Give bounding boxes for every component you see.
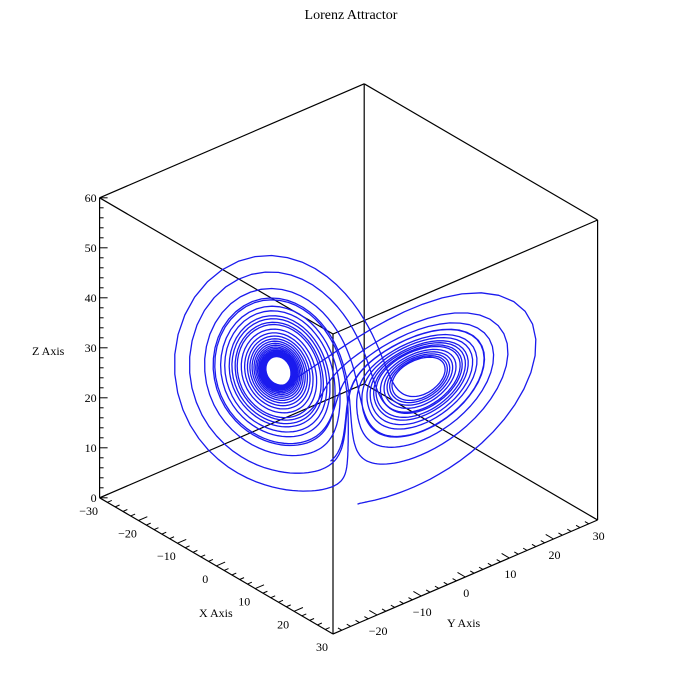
x-tick-mark xyxy=(293,607,304,612)
z-tick-label: 10 xyxy=(85,441,97,455)
y-tick-mark xyxy=(478,566,484,570)
z-axis: 0 10 20 30 40 50 60 xyxy=(85,191,108,505)
y-tick-mark xyxy=(545,534,554,540)
y-tick-mark xyxy=(434,585,440,589)
x-tick-mark xyxy=(309,618,315,621)
x-tick-mark xyxy=(107,499,112,503)
y-tick-mark xyxy=(566,528,572,532)
x-tick-mark xyxy=(114,504,120,508)
x-tick-mark xyxy=(208,559,214,562)
x-tick-mark xyxy=(239,577,245,580)
y-tick-label: 20 xyxy=(549,548,561,562)
x-tick-mark xyxy=(99,493,109,499)
x-tick-mark xyxy=(161,531,167,535)
y-tick-mark xyxy=(531,543,537,548)
x-tick-mark xyxy=(325,627,330,630)
z-tick-label: 30 xyxy=(85,341,97,355)
y-tick-mark xyxy=(425,589,431,593)
x-tick-mark xyxy=(216,561,226,567)
edge-bottom-back-right xyxy=(363,383,598,521)
y-tick-mark xyxy=(501,553,510,559)
x-tick-mark xyxy=(231,572,237,576)
y-tick-mark xyxy=(337,627,343,631)
y-tick-mark xyxy=(558,532,563,536)
x-tick-label: 30 xyxy=(316,640,328,654)
y-tick-label: 10 xyxy=(504,567,516,581)
y-tick-mark xyxy=(413,591,422,597)
y-tick-label: 0 xyxy=(463,586,469,600)
y-tick-mark xyxy=(589,515,598,521)
x-axis: −30 −20 −10 0 10 20 30 xyxy=(79,493,343,654)
z-axis-label: Z Axis xyxy=(32,344,65,358)
y-tick-mark xyxy=(540,540,545,544)
x-tick-label: 20 xyxy=(277,617,289,631)
x-tick-label: −30 xyxy=(79,504,98,518)
z-tick-label: 50 xyxy=(85,241,97,255)
y-tick-mark xyxy=(381,608,387,612)
x-tick-mark xyxy=(301,613,307,617)
y-axis: −20 −10 0 10 20 30 xyxy=(337,515,605,638)
z-tick-label: 40 xyxy=(85,291,97,305)
x-tick-mark xyxy=(169,536,175,540)
z-tick-label: 0 xyxy=(91,491,97,505)
x-tick-mark xyxy=(153,527,159,531)
x-tick-label: 0 xyxy=(202,572,208,586)
y-tick-label: −10 xyxy=(413,605,432,619)
y-tick-mark xyxy=(443,581,448,586)
x-tick-mark xyxy=(247,581,253,585)
edge-top-back-left xyxy=(99,83,365,199)
x-axis-label: X Axis xyxy=(199,606,233,620)
x-tick-mark xyxy=(270,595,276,599)
y-tick-mark xyxy=(390,604,395,608)
z-tick-label: 60 xyxy=(85,191,97,205)
y-tick-mark xyxy=(584,521,590,525)
x-tick-label: −10 xyxy=(157,549,176,563)
chart-title: Lorenz Attractor xyxy=(305,8,398,23)
edge-top-back-right xyxy=(363,83,598,221)
x-tick-mark xyxy=(255,584,265,590)
x-tick-mark xyxy=(262,590,268,594)
y-tick-label: 30 xyxy=(593,529,605,543)
y-tick-mark xyxy=(355,619,360,624)
y-tick-label: −20 xyxy=(369,624,388,638)
x-tick-mark xyxy=(223,568,229,571)
edge-top-front-right xyxy=(332,219,598,335)
x-tick-mark xyxy=(192,549,198,553)
x-tick-mark xyxy=(146,522,151,526)
x-tick-mark xyxy=(278,599,284,603)
y-tick-mark xyxy=(457,572,466,578)
x-tick-label: −20 xyxy=(118,527,137,541)
y-axis-label: Y Axis xyxy=(447,616,481,630)
y-tick-mark xyxy=(369,610,378,616)
y-tick-mark xyxy=(575,524,581,529)
y-tick-mark xyxy=(364,616,369,620)
y-tick-mark xyxy=(408,597,413,601)
edge-bottom-back-left xyxy=(99,383,365,499)
x-tick-mark xyxy=(200,554,206,558)
z-tick-label: 20 xyxy=(85,391,97,405)
x-tick-mark xyxy=(122,509,128,512)
x-tick-mark xyxy=(130,513,136,517)
x-tick-mark xyxy=(286,604,291,608)
lorenz-trajectory xyxy=(174,254,537,505)
y-tick-mark xyxy=(469,570,475,574)
x-tick-mark xyxy=(138,516,148,521)
x-tick-mark xyxy=(184,545,190,549)
y-tick-mark xyxy=(487,562,493,567)
x-tick-mark xyxy=(177,538,187,544)
x-tick-mark xyxy=(332,629,343,635)
y-tick-mark xyxy=(346,623,351,627)
x-tick-mark xyxy=(317,622,323,626)
y-tick-mark xyxy=(496,559,501,563)
y-tick-mark xyxy=(452,578,457,582)
x-tick-label: 10 xyxy=(238,595,250,609)
y-tick-mark xyxy=(399,600,404,605)
y-tick-mark xyxy=(514,551,519,555)
y-tick-mark xyxy=(522,547,528,551)
